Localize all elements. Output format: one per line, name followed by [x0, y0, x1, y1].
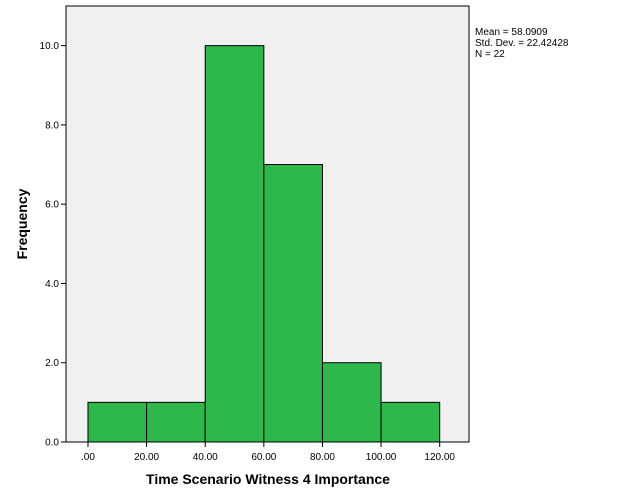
y-tick-label: 10.0: [40, 41, 60, 52]
stats-line: Std. Dev. = 22.42428: [475, 38, 569, 49]
y-tick-label: 2.0: [45, 358, 59, 369]
x-tick-label: 40.00: [193, 452, 218, 463]
x-tick-label: 80.00: [310, 452, 335, 463]
x-tick-label: .00: [81, 452, 95, 463]
y-tick-label: 8.0: [45, 120, 59, 131]
stats-line: N = 22: [475, 49, 505, 60]
x-axis-title: Time Scenario Witness 4 Importance: [146, 471, 390, 487]
y-tick-label: 4.0: [45, 279, 59, 290]
histogram-bar: [146, 401, 206, 443]
y-axis-title: Frequency: [14, 188, 30, 259]
x-tick-label: 60.00: [251, 452, 276, 463]
y-axis: 0.0 2.0 4.0 6.0 8.0 10.0: [40, 41, 66, 449]
histogram-bar: [204, 45, 265, 443]
histogram-bar: [87, 401, 148, 443]
x-axis: .00 20.00 40.00 60.00 80.00 100.00 120.00: [81, 442, 455, 463]
histogram-bar: [321, 362, 382, 443]
x-tick-label: 100.00: [366, 452, 397, 463]
histogram-bar: [380, 401, 441, 443]
stats-line: Mean = 58.0909: [475, 27, 548, 38]
bars-group: [87, 45, 441, 443]
y-tick-label: 6.0: [45, 200, 59, 211]
y-tick-label: 0.0: [45, 438, 59, 449]
x-tick-label: 20.00: [134, 452, 159, 463]
x-tick-label: 120.00: [424, 452, 455, 463]
histogram-bar: [263, 164, 323, 443]
